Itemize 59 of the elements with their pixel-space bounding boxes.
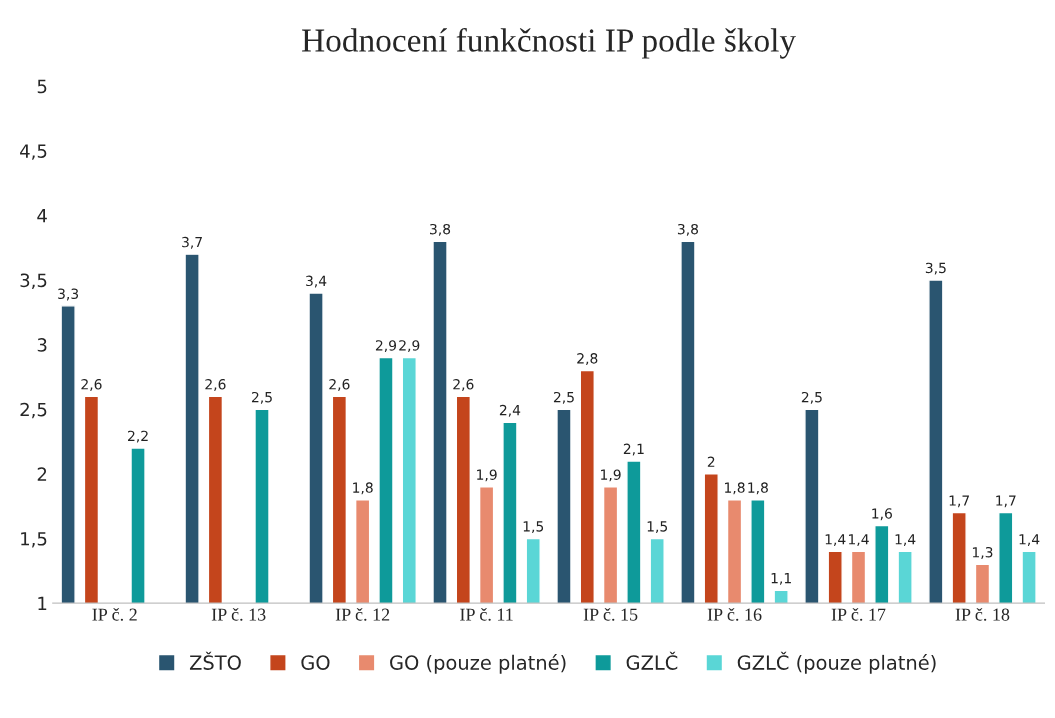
data-label: 2,9 (399, 340, 420, 353)
data-label: 2,1 (623, 443, 644, 456)
data-label: 1,7 (996, 495, 1016, 508)
data-label: 1,6 (872, 508, 892, 521)
x-tick-label: IP č. 17 (831, 607, 886, 621)
y-tick-label: 4,5 (20, 144, 47, 160)
data-label: 3,3 (58, 288, 79, 301)
legend-label: GZLČ (pouze platné) (737, 651, 936, 674)
data-label: 1,4 (1019, 534, 1040, 546)
x-tick-label: IP č. 2 (92, 607, 137, 621)
data-label: 1,8 (353, 482, 373, 495)
y-tick-label: 2 (37, 467, 47, 481)
data-label: 3,5 (925, 262, 946, 275)
data-label: 2,6 (81, 378, 102, 391)
x-tick-label: IP č. 13 (211, 607, 266, 621)
data-label: 3,8 (430, 223, 451, 236)
x-tick-label: IP č. 18 (955, 607, 1010, 621)
x-tick-label: IP č. 11 (460, 607, 513, 621)
data-label: 2,5 (553, 391, 574, 404)
legend-label: GO (301, 655, 330, 670)
data-label: 2,6 (453, 378, 474, 391)
legend-label: GO (pouze platné) (390, 654, 566, 674)
data-label: 1,1 (771, 573, 791, 585)
y-tick-label: 4 (37, 209, 47, 223)
data-label: 3,8 (677, 223, 699, 236)
data-label: 2,2 (128, 430, 148, 443)
data-label: 2,9 (375, 340, 397, 353)
x-tick-label: IP č. 16 (707, 607, 762, 621)
data-label: 1,7 (949, 495, 970, 508)
legend-label: GZLČ (626, 651, 678, 670)
data-label: 2,6 (205, 378, 226, 391)
data-label: 2,5 (251, 391, 272, 404)
data-label: 1,4 (895, 534, 916, 546)
data-label: 1,8 (725, 482, 745, 495)
data-label: 1,9 (601, 469, 621, 482)
legend-label: ZŠTO (189, 651, 241, 670)
y-tick-label: 1 (38, 596, 47, 610)
data-label: 3,7 (182, 236, 202, 249)
data-label: 3,4 (306, 275, 327, 288)
y-tick-label: 2,5 (20, 402, 47, 419)
chart-title: Hodnocení funkčnosti IP podle školy (302, 27, 796, 59)
data-label: 2 (707, 456, 715, 467)
data-label: 2,5 (801, 391, 822, 404)
x-tick-label: IP č. 12 (335, 607, 390, 621)
y-tick-label: 3,5 (20, 273, 47, 289)
y-tick-label: 5 (37, 79, 47, 94)
data-label: 2,8 (577, 353, 598, 366)
data-label: 1,9 (477, 469, 497, 482)
y-tick-label: 1,5 (21, 532, 47, 548)
x-tick-label: IP č. 15 (583, 607, 638, 621)
y-tick-label: 3 (37, 338, 47, 352)
data-label: 1,4 (848, 534, 869, 546)
data-label: 2,4 (499, 404, 521, 417)
data-label: 2,6 (329, 378, 350, 391)
data-label: 1,5 (523, 521, 544, 534)
data-label: 1,5 (647, 521, 668, 534)
data-label: 1,8 (748, 482, 768, 495)
data-label: 1,3 (972, 546, 993, 559)
data-label: 1,4 (825, 534, 846, 546)
